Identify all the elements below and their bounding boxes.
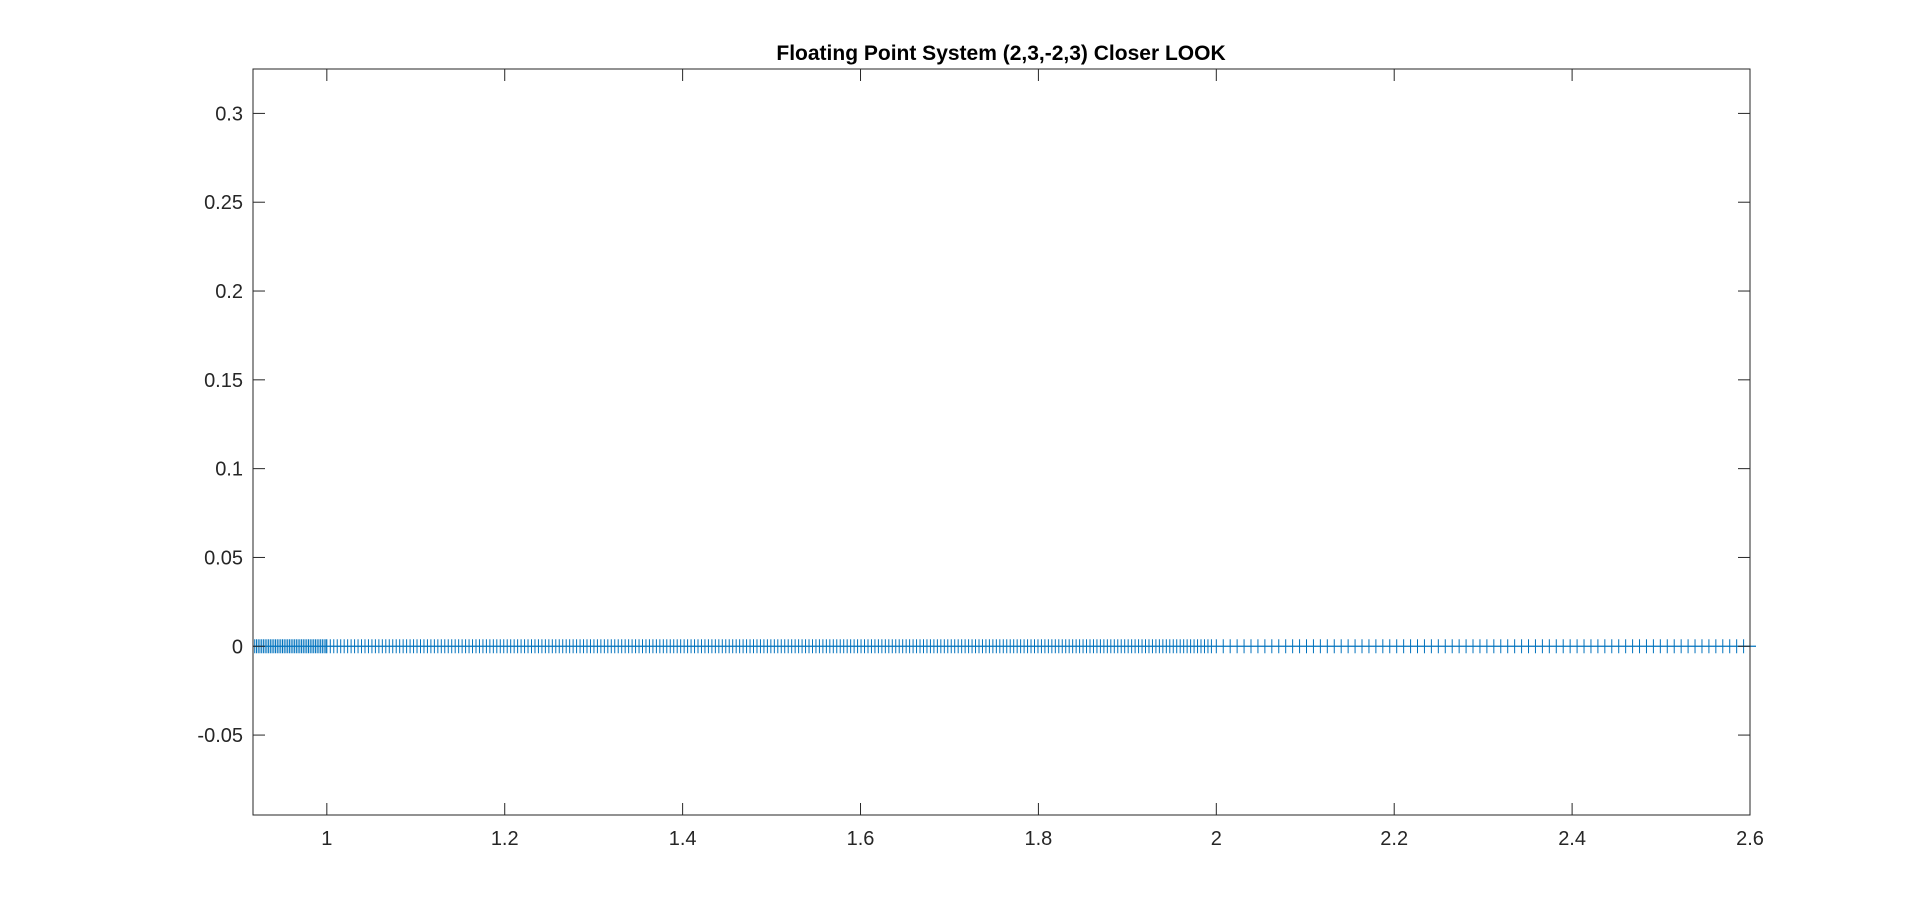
x-tick-label: 2.4 <box>1558 828 1586 850</box>
y-tick-label: 0.05 <box>204 547 243 569</box>
y-tick-label: -0.05 <box>197 725 243 747</box>
y-tick-label: 0 <box>232 636 243 658</box>
axes-layer: 1 1.2 1.4 1.6 1.8 2 2.2 2.4 2.6 -0.05 0 0.05 0.1 0.15… <box>197 68 1764 850</box>
y-tick-label: 0.1 <box>215 459 243 481</box>
y-tick-label: 0.25 <box>204 192 243 214</box>
x-tick-label: 2.6 <box>1736 828 1764 850</box>
x-tick-label: 1.2 <box>491 828 519 850</box>
x-tick-label: 1.6 <box>847 828 875 850</box>
axes-background <box>253 69 1750 815</box>
x-tick-label: 1 <box>321 828 332 850</box>
chart-title: Floating Point System (2,3,-2,3) Closer … <box>776 42 1225 65</box>
y-tick-label: 0.15 <box>204 370 243 392</box>
x-tick-label: 1.4 <box>669 828 697 850</box>
x-tick-label: 1.8 <box>1025 828 1053 850</box>
x-tick-label: 2.2 <box>1380 828 1408 850</box>
y-tick-label: 0.3 <box>215 103 243 125</box>
y-tick-label: 0.2 <box>215 281 243 303</box>
x-tick-label: 2 <box>1211 828 1222 850</box>
series-layer <box>252 639 1756 654</box>
axes-box <box>252 68 1751 816</box>
